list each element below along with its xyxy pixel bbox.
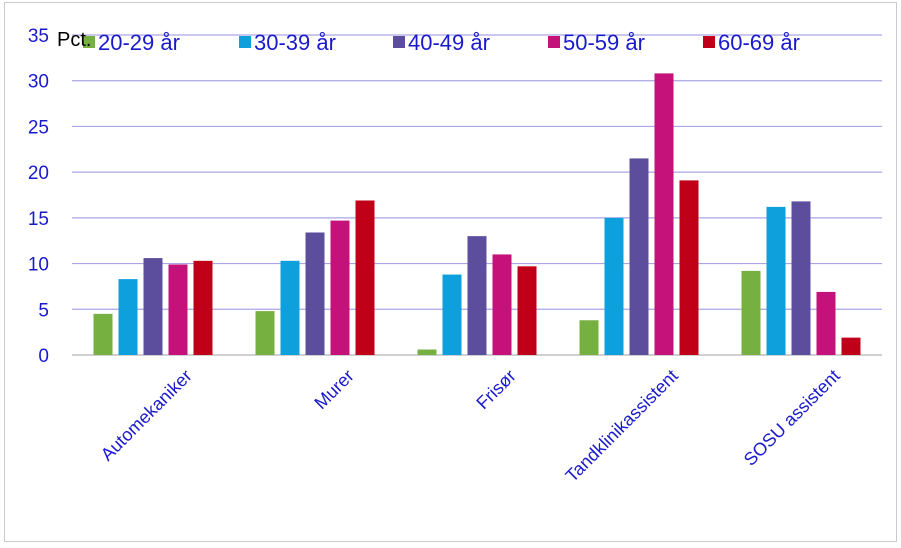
y-tick-label: 35: [28, 26, 49, 47]
legend-label: 60-69 år: [718, 30, 800, 55]
bar-murer-2: [305, 232, 325, 355]
legend-label: 20-29 år: [98, 30, 180, 55]
bar-tandklinikassistent-4: [679, 180, 699, 355]
bar-sosu-assistent-4: [841, 337, 861, 355]
bar-sosu-assistent-1: [766, 206, 786, 355]
chart-frame: 0 5 10 15 20 25 30 35 Automekaniker Murer Frisør T…: [4, 2, 897, 542]
bar-automekaniker-3: [168, 264, 188, 355]
bar-murer-0: [255, 311, 275, 355]
bar-tandklinikassistent-1: [604, 217, 624, 355]
legend-label: 30-39 år: [254, 30, 336, 55]
legend-swatch: [239, 36, 251, 48]
legend: 20-29 år 30-39 år 40-49 år 50-59 år 60-69 år: [83, 30, 800, 55]
y-tick-label: 25: [28, 117, 49, 138]
y-tick-label: 15: [28, 209, 49, 230]
bar-murer-1: [280, 260, 300, 355]
y-tick-label: 5: [38, 300, 49, 321]
y-tick-label: 30: [28, 72, 49, 93]
bar-sosu-assistent-3: [816, 291, 836, 355]
bar-tandklinikassistent-2: [629, 158, 649, 355]
x-tick-label: Tandklinikassistent: [562, 366, 682, 486]
legend-swatch: [703, 36, 715, 48]
x-tick-label: Frisør: [472, 366, 519, 413]
bar-sosu-assistent-2: [791, 201, 811, 355]
legend-swatch: [393, 36, 405, 48]
y-tick-label: 0: [38, 346, 49, 367]
bar-automekaniker-0: [93, 313, 113, 355]
x-tick-label: Murer: [310, 366, 357, 413]
legend-swatch: [83, 36, 95, 48]
bar-fris-r-3: [492, 254, 512, 355]
x-tick-label: Automekaniker: [97, 366, 196, 465]
x-axis-tick-labels: Automekaniker Murer Frisør Tandklinikassist…: [97, 366, 844, 486]
legend-label: 40-49 år: [408, 30, 490, 55]
bar-tandklinikassistent-3: [654, 73, 674, 356]
bar-automekaniker-1: [118, 279, 138, 355]
y-tick-label: 20: [28, 163, 49, 184]
y-axis-tick-labels: 0 5 10 15 20 25 30 35: [28, 26, 49, 367]
bar-automekaniker-2: [143, 258, 163, 355]
x-tick-label: SOSU assistent: [740, 366, 844, 470]
bar-murer-4: [355, 200, 375, 355]
bar-fris-r-4: [517, 266, 537, 355]
bar-fris-r-2: [467, 236, 487, 355]
legend-label: 50-59 år: [563, 30, 645, 55]
bars: [93, 73, 861, 356]
bar-fris-r-1: [442, 274, 462, 355]
bar-murer-3: [330, 220, 350, 355]
bar-tandklinikassistent-0: [579, 320, 599, 355]
y-tick-label: 10: [28, 255, 49, 276]
bar-automekaniker-4: [193, 260, 213, 355]
bar-fris-r-0: [417, 349, 437, 355]
chart-svg: 0 5 10 15 20 25 30 35 Automekaniker Murer Frisør T…: [28, 26, 882, 486]
legend-swatch: [548, 36, 560, 48]
y-axis-label: Pct.: [57, 29, 91, 51]
bar-sosu-assistent-0: [741, 270, 761, 355]
